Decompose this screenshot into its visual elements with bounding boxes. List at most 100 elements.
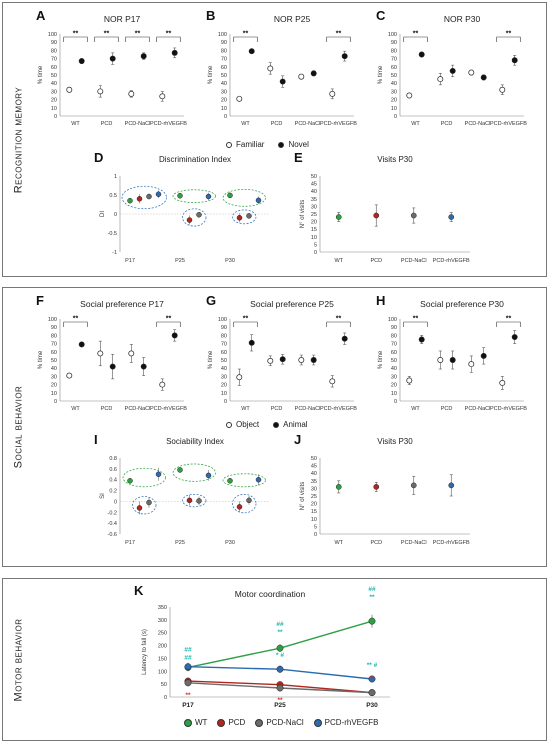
point-novel-pcd-nacl <box>310 70 317 77</box>
legend-item-pcd-nacl: PCD-NaCl <box>255 718 304 727</box>
significance-bracket: ** <box>233 31 258 42</box>
data-point <box>267 65 274 72</box>
section-label: Social behavior <box>3 288 33 566</box>
y-tick-label: 80 <box>391 333 397 339</box>
bracket-line <box>233 321 258 327</box>
x-tick-label: PCD-NaCl <box>465 406 491 412</box>
chart-svg: NOR P30 0 10 20 30 40 50 60 70 80 90 100 % time WT PCD… <box>378 14 527 127</box>
legend-filled-label: Animal <box>283 420 308 429</box>
cluster-ellipse <box>182 208 207 227</box>
y-tick-label: 0 <box>224 114 227 120</box>
y-axis-label: N° of visits <box>300 482 306 510</box>
data-point <box>236 95 243 102</box>
y-tick-label: 50 <box>221 73 227 79</box>
significance-text: ** <box>243 316 249 323</box>
data-point <box>511 57 518 64</box>
data-point <box>418 51 425 58</box>
y-tick-label: 0.2 <box>109 489 117 495</box>
chart-title: Motor coordination <box>235 589 306 599</box>
legend-filled-marker <box>278 141 285 148</box>
y-tick-label: 50 <box>391 358 397 364</box>
x-tick-label: PCD-rhVEGFB <box>490 406 527 412</box>
y-tick-label: 30 <box>51 89 57 95</box>
chart-svg: Social preference P25 0 10 20 30 40 50 60 70 80 90… <box>208 299 357 412</box>
data-point <box>329 378 336 385</box>
y-tick-label: 0 <box>54 114 57 120</box>
y-tick-label: 50 <box>51 358 57 364</box>
y-tick-label: 70 <box>51 342 57 348</box>
point-novel-pcd-rhvegfb <box>511 55 518 66</box>
x-tick-label: PCD-NaCl <box>401 540 427 546</box>
point-novel-pcd-rhvegfb <box>341 50 348 62</box>
point-pcd-p17 <box>136 501 143 515</box>
y-tick-label: 30 <box>311 204 317 210</box>
y-tick-label: 80 <box>391 48 397 54</box>
point-novel-wt <box>418 51 425 58</box>
point-pcd-p25 <box>186 215 193 225</box>
y-axis-label: DI <box>100 211 106 217</box>
significance-text: ** <box>506 316 512 323</box>
y-tick-label: 10 <box>221 391 227 397</box>
x-tick-label: WT <box>241 121 250 127</box>
data-point <box>246 213 252 219</box>
significance-text: ** <box>413 316 419 323</box>
y-tick-label: 30 <box>221 374 227 380</box>
significance-annotation: ## <box>184 646 192 653</box>
point-familiar-pcd-rhvegfb <box>499 84 506 95</box>
significance-bracket: ** <box>94 31 119 42</box>
y-tick-label: 60 <box>51 350 57 356</box>
data-point <box>437 357 444 363</box>
data-point <box>449 357 456 363</box>
data-point <box>227 478 233 484</box>
panel-label: K <box>134 583 144 598</box>
data-point <box>196 212 202 218</box>
significance-bracket: ** <box>496 31 521 42</box>
section-recognition-memory: Recognition memory <box>2 2 547 277</box>
significance-text: ** <box>73 31 79 38</box>
x-tick-label: PCD-rhVEGFB <box>433 258 470 264</box>
chart-svg: Social preference P17 0 10 20 30 40 50 60 70 80 90… <box>38 299 187 412</box>
significance-annotation: ** <box>369 594 375 601</box>
y-tick-label: -0.6 <box>108 532 117 538</box>
significance-text: ** <box>506 31 512 38</box>
x-tick-label: PCD-NaCl <box>125 121 151 127</box>
significance-text: ** <box>135 31 141 38</box>
data-point <box>341 53 348 60</box>
legend-filled-label: Novel <box>288 140 309 149</box>
x-tick-label: PCD-rhVEGFB <box>150 121 187 127</box>
significance-bracket: ** <box>403 316 428 327</box>
cluster-ellipse <box>172 463 216 482</box>
point-animal-pcd-nacl <box>480 347 487 365</box>
data-point <box>267 357 274 364</box>
chart-svg: Discrimination Index -1 -0.5 0 0.5 1 DI P17 P25 P… <box>100 155 270 264</box>
x-tick-label: PCD <box>441 406 453 412</box>
y-tick-label: 90 <box>221 40 227 46</box>
y-tick-label: 60 <box>221 65 227 71</box>
data-point <box>97 350 104 357</box>
bracket-line <box>403 321 428 327</box>
bracket-line <box>326 321 351 327</box>
point-pcd-rhvegfb-p25 <box>205 192 212 201</box>
chart-title: NOR P25 <box>274 14 311 24</box>
x-tick-label: PCD-rhVEGFB <box>320 406 357 412</box>
y-tick-label: 10 <box>391 106 397 112</box>
point-object-wt <box>236 368 243 386</box>
data-point <box>236 215 243 221</box>
significance-bracket: ** <box>63 31 88 42</box>
chart-title: Discrimination Index <box>159 155 231 164</box>
y-axis-label: % time <box>378 350 384 369</box>
section-title: Recognition memory <box>12 86 24 193</box>
data-point <box>248 48 255 55</box>
data-point <box>329 90 336 97</box>
x-tick-label: PCD-NaCl <box>295 121 321 127</box>
y-tick-label: 80 <box>221 333 227 339</box>
point-object-pcd-rhvegfb <box>159 378 166 391</box>
y-tick-label: 0 <box>164 695 167 701</box>
y-tick-label: 10 <box>221 106 227 112</box>
x-tick-label: PCD-rhVEGFB <box>490 121 527 127</box>
significance-annotation: ## <box>184 654 192 661</box>
x-tick-label: WT <box>71 406 80 412</box>
panel-label: J <box>294 432 302 447</box>
data-point <box>406 92 413 99</box>
